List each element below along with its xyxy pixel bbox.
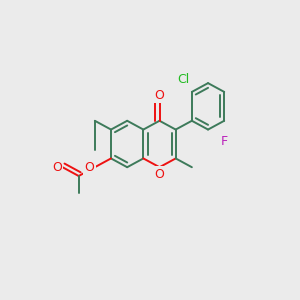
Text: O: O — [52, 161, 62, 174]
Text: O: O — [84, 161, 94, 174]
Text: Cl: Cl — [178, 74, 190, 86]
Text: O: O — [154, 89, 164, 102]
Text: F: F — [220, 135, 228, 148]
Text: O: O — [154, 168, 164, 181]
